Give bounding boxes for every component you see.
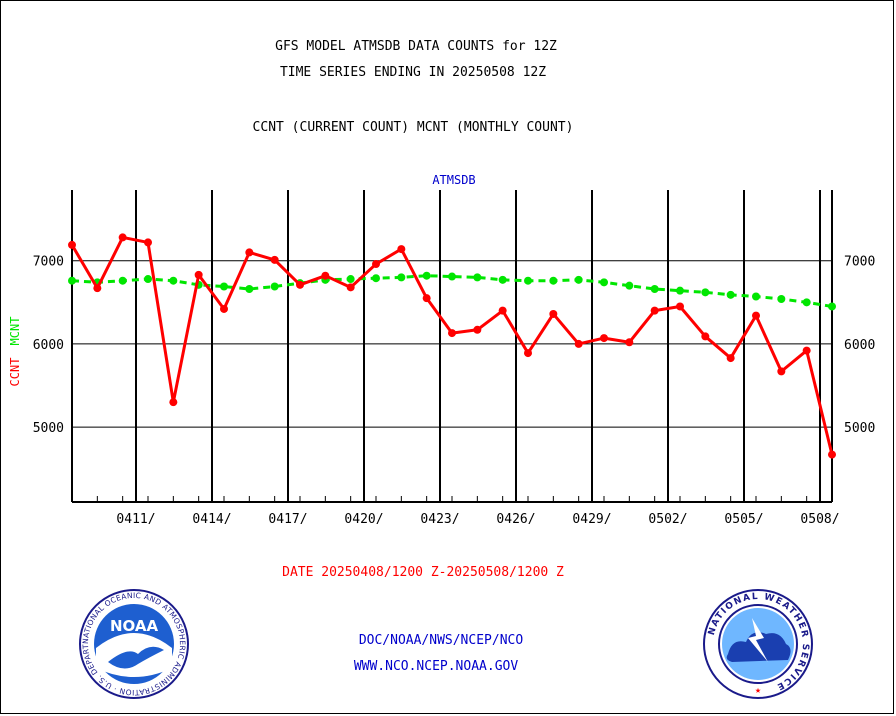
- ccnt-point: [726, 354, 735, 363]
- ccnt-point: [600, 334, 608, 343]
- ccnt-point: [676, 302, 684, 311]
- y-tick-label-left: 5000: [33, 421, 64, 436]
- ccnt-point: [144, 238, 152, 247]
- ccnt-point: [346, 283, 355, 292]
- ccnt-point: [169, 398, 178, 407]
- mcnt-point: [144, 275, 152, 284]
- mcnt-point: [68, 276, 76, 285]
- ccnt-point: [625, 338, 634, 347]
- ccnt-point: [93, 284, 102, 293]
- ccnt-point: [752, 311, 760, 320]
- mcnt-point: [802, 298, 811, 307]
- nws-logo-icon: NATIONAL WEATHER SERVICE ★: [703, 589, 813, 699]
- mcnt-point: [777, 294, 786, 303]
- website-link[interactable]: WWW.NCO.NCEP.NOAA.GOV: [353, 659, 519, 674]
- x-tick-label: 0429/: [572, 512, 611, 527]
- ccnt-series-line: [70, 235, 834, 455]
- mcnt-point: [574, 275, 583, 284]
- mcnt-point: [650, 285, 659, 294]
- mcnt-point: [676, 286, 684, 295]
- ccnt-point: [118, 233, 127, 242]
- ccnt-point: [372, 260, 380, 269]
- mcnt-point: [752, 292, 760, 301]
- mcnt-point: [169, 276, 178, 285]
- panel-label: ATMSDB: [432, 173, 475, 187]
- mcnt-point: [422, 271, 431, 280]
- ccnt-point: [68, 240, 76, 249]
- mcnt-point: [549, 276, 558, 285]
- date-range-label: DATE 20250408/1200 Z-20250508/1200 Z: [282, 565, 564, 580]
- mcnt-point: [498, 275, 507, 284]
- mcnt-point: [448, 272, 456, 281]
- y-tick-label-left: 6000: [33, 338, 64, 353]
- ccnt-point: [473, 325, 482, 334]
- ccnt-point: [270, 255, 279, 264]
- x-tick-label: 0411/: [116, 512, 155, 527]
- org-path-label: DOC/NOAA/NWS/NCEP/NCO: [358, 633, 524, 648]
- mcnt-point: [625, 281, 634, 290]
- x-tick-label: 0426/: [496, 512, 535, 527]
- ccnt-point: [777, 367, 786, 376]
- mcnt-point: [828, 302, 836, 311]
- ccnt-point: [574, 339, 583, 348]
- noaa-logo-text: NOAA: [110, 617, 159, 635]
- x-tick-label: 0508/: [800, 512, 839, 527]
- mcnt-point: [473, 273, 482, 282]
- ccnt-point: [296, 280, 304, 289]
- x-tick-label: 0423/: [420, 512, 459, 527]
- ccnt-point: [650, 306, 659, 315]
- mcnt-point: [701, 288, 710, 297]
- x-tick-label: 0414/: [192, 512, 231, 527]
- ccnt-point: [422, 294, 431, 303]
- y-tick-label-right: 5000: [844, 421, 875, 436]
- mcnt-point: [372, 274, 380, 283]
- mcnt-point: [270, 282, 279, 291]
- ccnt-point: [701, 332, 710, 341]
- x-tick-label: 0505/: [724, 512, 763, 527]
- x-tick-label: 0502/: [648, 512, 687, 527]
- ccnt-point: [321, 271, 330, 280]
- mcnt-point: [397, 273, 406, 282]
- x-tick-label: 0420/: [344, 512, 383, 527]
- ccnt-point: [245, 248, 254, 257]
- mcnt-point: [726, 290, 735, 299]
- ccnt-point: [220, 304, 228, 313]
- ccnt-point: [194, 270, 203, 279]
- ccnt-point: [524, 349, 532, 358]
- y-tick-label-right: 7000: [844, 255, 875, 270]
- ccnt-point: [828, 450, 836, 459]
- mcnt-point: [220, 282, 228, 291]
- nws-star-icon: ★: [755, 685, 761, 696]
- mcnt-point: [600, 278, 608, 287]
- ccnt-point: [802, 346, 811, 355]
- x-tick-label: 0417/: [268, 512, 307, 527]
- ccnt-point: [448, 329, 456, 338]
- ylabel-mcnt: MCNT: [8, 317, 22, 346]
- chart-title-line1: GFS MODEL ATMSDB DATA COUNTS for 12Z: [275, 39, 557, 54]
- mcnt-point: [346, 275, 355, 284]
- y-tick-label-right: 6000: [844, 338, 875, 353]
- mcnt-point: [245, 285, 254, 294]
- chart-title-line2: TIME SERIES ENDING IN 20250508 12Z: [279, 65, 547, 80]
- mcnt-point: [118, 276, 127, 285]
- ccnt-point: [397, 245, 406, 254]
- ylabel-ccnt: CCNT: [8, 358, 22, 387]
- y-tick-label-left: 7000: [33, 255, 64, 270]
- ccnt-point: [498, 306, 507, 315]
- ccnt-point: [549, 309, 558, 318]
- chart-subtitle: CCNT (CURRENT COUNT) MCNT (MONTHLY COUNT…: [252, 120, 574, 135]
- mcnt-point: [524, 276, 532, 285]
- noaa-logo-icon: NATIONAL OCEANIC AND ATMOSPHERIC ADMINIS…: [78, 588, 189, 699]
